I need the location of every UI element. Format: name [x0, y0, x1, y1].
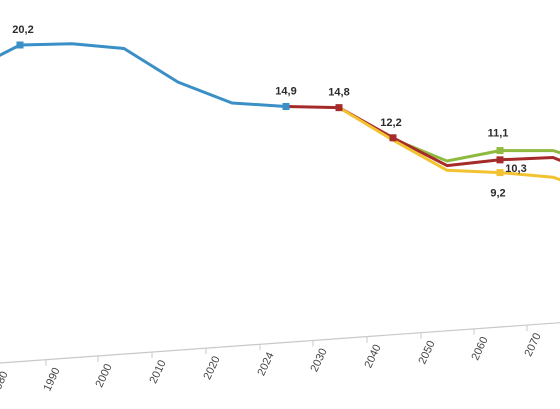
x-axis-line [0, 322, 560, 364]
x-axis-tick-label: 1990 [41, 366, 62, 393]
x-axis-tick-label: 2010 [147, 358, 168, 385]
data-label: 14,9 [275, 85, 296, 97]
series-markers [16, 41, 504, 177]
data-point-marker [16, 41, 24, 49]
series-line-projection_low [337, 106, 560, 182]
data-point-marker [496, 147, 504, 155]
data-label: 11,1 [488, 128, 509, 140]
series-line-historical [0, 42, 288, 108]
series-line-projection_high [337, 106, 560, 163]
x-axis-tick-label: 2030 [308, 347, 329, 374]
series-lines [0, 42, 560, 182]
x-axis-tick-label: 2000 [93, 362, 114, 389]
x-axis-tick-label: 2070 [522, 331, 543, 358]
data-point-marker [496, 156, 504, 164]
x-axis-tick-label: 2060 [469, 335, 490, 362]
data-point-marker [335, 104, 343, 112]
x-axis-tick-label: 2040 [362, 343, 383, 370]
data-label: 20,2 [12, 24, 33, 36]
data-point-marker [282, 102, 290, 110]
x-axis-tick-label: 1980 [0, 370, 11, 397]
series-line-projection_central [284, 105, 560, 168]
data-label: 10,3 [505, 163, 526, 175]
data-labels: 20,2 14,9 14,8 12,2 11,1 10,3 9,2 [12, 24, 526, 200]
x-axis-tick-labels: 1980 1990 2000 2010 2020 2024 2030 2040 2050 2060… [0, 331, 544, 397]
x-axis-ticks [45, 325, 528, 366]
x-axis-tick-label: 2050 [416, 339, 437, 366]
data-point-marker [496, 169, 504, 177]
data-point-marker [389, 134, 397, 142]
data-label: 9,2 [490, 188, 505, 200]
data-label: 12,2 [380, 117, 401, 129]
x-axis-tick-label: 2020 [201, 354, 222, 381]
x-axis-tick-label: 2024 [255, 350, 276, 377]
data-label: 14,8 [328, 87, 349, 99]
